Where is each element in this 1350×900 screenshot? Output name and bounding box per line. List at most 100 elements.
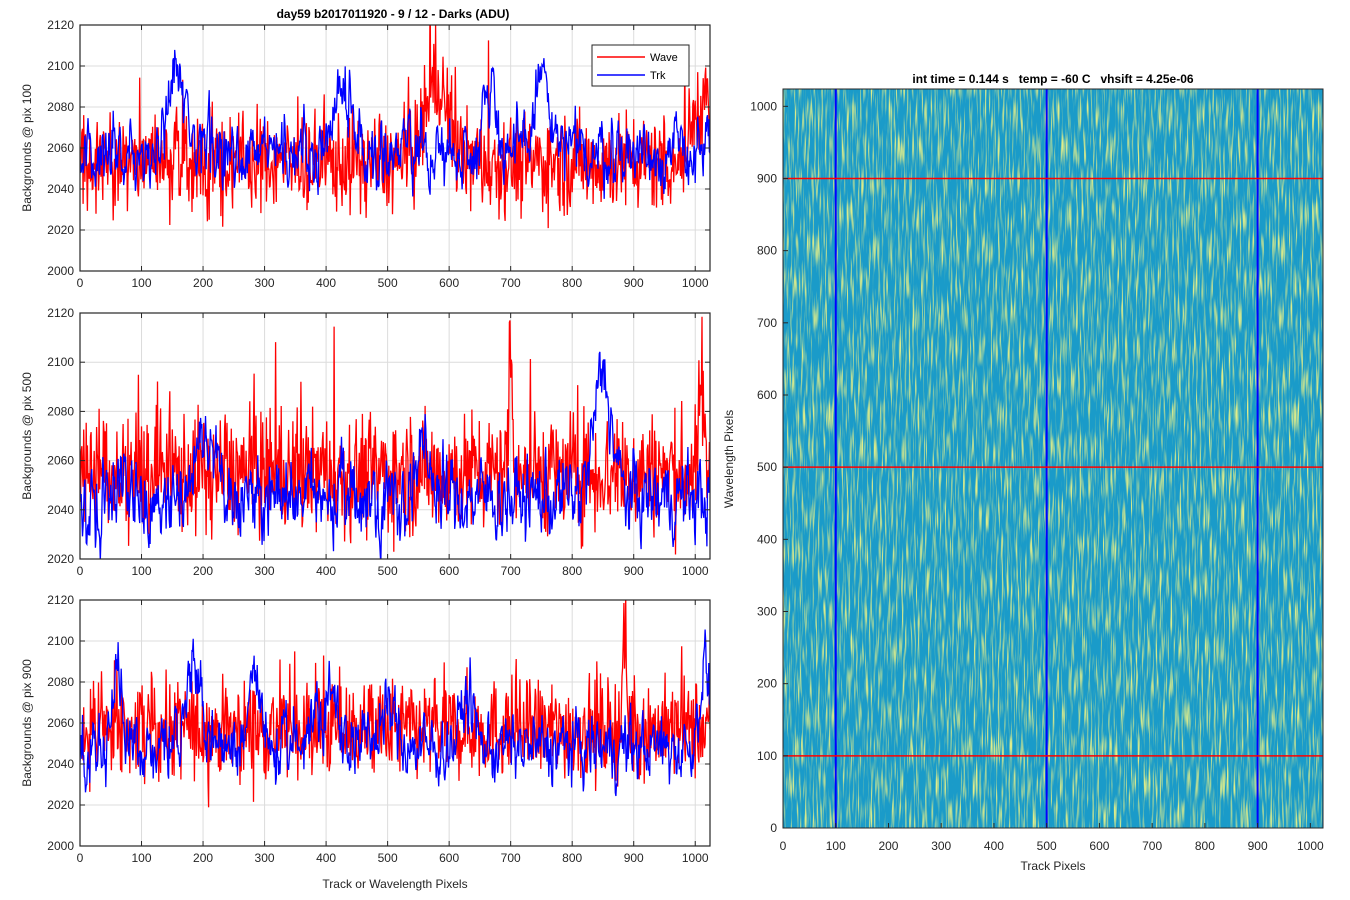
- subplot-pix-100: 0 100 200 300 400 500 600 700 800 900 1000 2000 2020…: [20, 18, 711, 290]
- heatmap-ticks: 0 100 200 300 400 500 600 700 800 900 1000 0 100 200 3…: [750, 99, 1324, 853]
- x-tick-label: 200: [193, 564, 213, 578]
- heatmap-title: int time = 0.144 s temp = -60 C vhsift =…: [912, 72, 1193, 86]
- ylabel-pix-500: Backgrounds @ pix 500: [20, 372, 34, 500]
- y-tick-label: 2100: [47, 59, 74, 73]
- x-tick-label: 600: [439, 564, 459, 578]
- series-line-trk: [80, 351, 710, 559]
- lines-pix-900: [80, 600, 710, 808]
- heatmap-x-tick-label: 100: [826, 839, 846, 853]
- heatmap-x-tick-label: 900: [1248, 839, 1268, 853]
- ticks-pix-100: 0 100 200 300 400 500 600 700 800 900 1000 2000 2020…: [47, 18, 710, 290]
- heatmap-x-tick-label: 400: [984, 839, 1004, 853]
- y-tick-label: 2000: [47, 839, 74, 853]
- heatmap-image: [783, 89, 1323, 828]
- heatmap-x-tick-label: 300: [931, 839, 951, 853]
- heatmap-x-tick-label: 200: [878, 839, 898, 853]
- heatmap-y-tick-label: 400: [757, 532, 777, 546]
- x-tick-label: 1000: [682, 564, 709, 578]
- y-tick-label: 2020: [47, 552, 74, 566]
- x-tick-label: 0: [77, 851, 84, 865]
- x-tick-label: 100: [132, 851, 152, 865]
- y-tick-label: 2100: [47, 634, 74, 648]
- y-tick-label: 2060: [47, 454, 74, 468]
- x-tick-label: 300: [255, 851, 275, 865]
- heatmap-y-tick-label: 1000: [750, 99, 777, 113]
- x-tick-label: 300: [255, 564, 275, 578]
- xlabel-bottom: Track or Wavelength Pixels: [322, 877, 467, 891]
- heatmap-panel: int time = 0.144 s temp = -60 C vhsift =…: [722, 72, 1324, 873]
- heatmap-x-tick-label: 700: [1142, 839, 1162, 853]
- x-tick-label: 400: [316, 564, 336, 578]
- x-tick-label: 400: [316, 851, 336, 865]
- series-line-trk: [80, 629, 710, 797]
- heatmap-y-tick-label: 500: [757, 460, 777, 474]
- legend-label-trk: Trk: [650, 70, 666, 82]
- x-tick-label: 700: [501, 276, 521, 290]
- subplot-pix-900: 0 100 200 300 400 500 600 700 800 900 1000 2000 2020…: [20, 593, 711, 891]
- y-tick-label: 2120: [47, 593, 74, 607]
- x-tick-label: 500: [378, 564, 398, 578]
- x-tick-label: 100: [132, 564, 152, 578]
- heatmap-ylabel: Wavelength Pixels: [722, 410, 736, 508]
- ylabel-pix-900: Backgrounds @ pix 900: [20, 659, 34, 787]
- x-tick-label: 700: [501, 851, 521, 865]
- lines-pix-100: [80, 25, 710, 229]
- heatmap-x-tick-label: 600: [1089, 839, 1109, 853]
- subplot-pix-500: 0 100 200 300 400 500 600 700 800 900 1000 2020 2040…: [20, 306, 711, 578]
- heatmap-y-tick-label: 600: [757, 388, 777, 402]
- x-tick-label: 800: [562, 276, 582, 290]
- ylabel-pix-100: Backgrounds @ pix 100: [20, 84, 34, 212]
- series-line-wave: [80, 25, 710, 229]
- x-tick-label: 200: [193, 276, 213, 290]
- heatmap-y-tick-label: 200: [757, 677, 777, 691]
- x-tick-label: 900: [624, 851, 644, 865]
- x-tick-label: 300: [255, 276, 275, 290]
- y-tick-label: 2080: [47, 100, 74, 114]
- x-tick-label: 1000: [682, 276, 709, 290]
- y-tick-label: 2020: [47, 223, 74, 237]
- x-tick-label: 900: [624, 564, 644, 578]
- x-tick-label: 800: [562, 564, 582, 578]
- x-tick-label: 500: [378, 851, 398, 865]
- heatmap-y-tick-label: 900: [757, 171, 777, 185]
- heatmap-x-tick-label: 0: [780, 839, 787, 853]
- x-tick-label: 0: [77, 276, 84, 290]
- legend-label-wave: Wave: [650, 52, 678, 64]
- x-tick-label: 400: [316, 276, 336, 290]
- y-tick-label: 2080: [47, 404, 74, 418]
- y-tick-label: 2000: [47, 264, 74, 278]
- ticks-pix-500: 0 100 200 300 400 500 600 700 800 900 1000 2020 2040…: [47, 306, 710, 578]
- y-tick-label: 2080: [47, 675, 74, 689]
- heatmap-x-tick-label: 500: [1037, 839, 1057, 853]
- x-tick-label: 1000: [682, 851, 709, 865]
- heatmap-x-tick-label: 800: [1195, 839, 1215, 853]
- y-tick-label: 2060: [47, 716, 74, 730]
- x-tick-label: 900: [624, 276, 644, 290]
- y-tick-label: 2040: [47, 503, 74, 517]
- heatmap-x-tick-label: 1000: [1297, 839, 1324, 853]
- figure-title: day59 b2017011920 - 9 / 12 - Darks (ADU): [277, 7, 510, 21]
- heatmap-y-tick-label: 700: [757, 316, 777, 330]
- x-tick-label: 200: [193, 851, 213, 865]
- x-tick-label: 800: [562, 851, 582, 865]
- x-tick-label: 600: [439, 851, 459, 865]
- heatmap-xlabel: Track Pixels: [1021, 859, 1086, 873]
- heatmap-y-tick-label: 300: [757, 604, 777, 618]
- x-tick-label: 500: [378, 276, 398, 290]
- y-tick-label: 2060: [47, 141, 74, 155]
- y-tick-label: 2100: [47, 355, 74, 369]
- x-tick-label: 600: [439, 276, 459, 290]
- y-tick-label: 2040: [47, 182, 74, 196]
- y-tick-label: 2020: [47, 798, 74, 812]
- legend: Wave Trk: [591, 44, 690, 87]
- y-tick-label: 2040: [47, 757, 74, 771]
- heatmap-y-tick-label: 0: [770, 821, 777, 835]
- heatmap-y-tick-label: 100: [757, 749, 777, 763]
- lines-pix-500: [80, 316, 710, 559]
- y-tick-label: 2120: [47, 306, 74, 320]
- x-tick-label: 100: [132, 276, 152, 290]
- x-tick-label: 0: [77, 564, 84, 578]
- x-tick-label: 700: [501, 564, 521, 578]
- ticks-pix-900: 0 100 200 300 400 500 600 700 800 900 1000 2000 2020…: [47, 593, 710, 865]
